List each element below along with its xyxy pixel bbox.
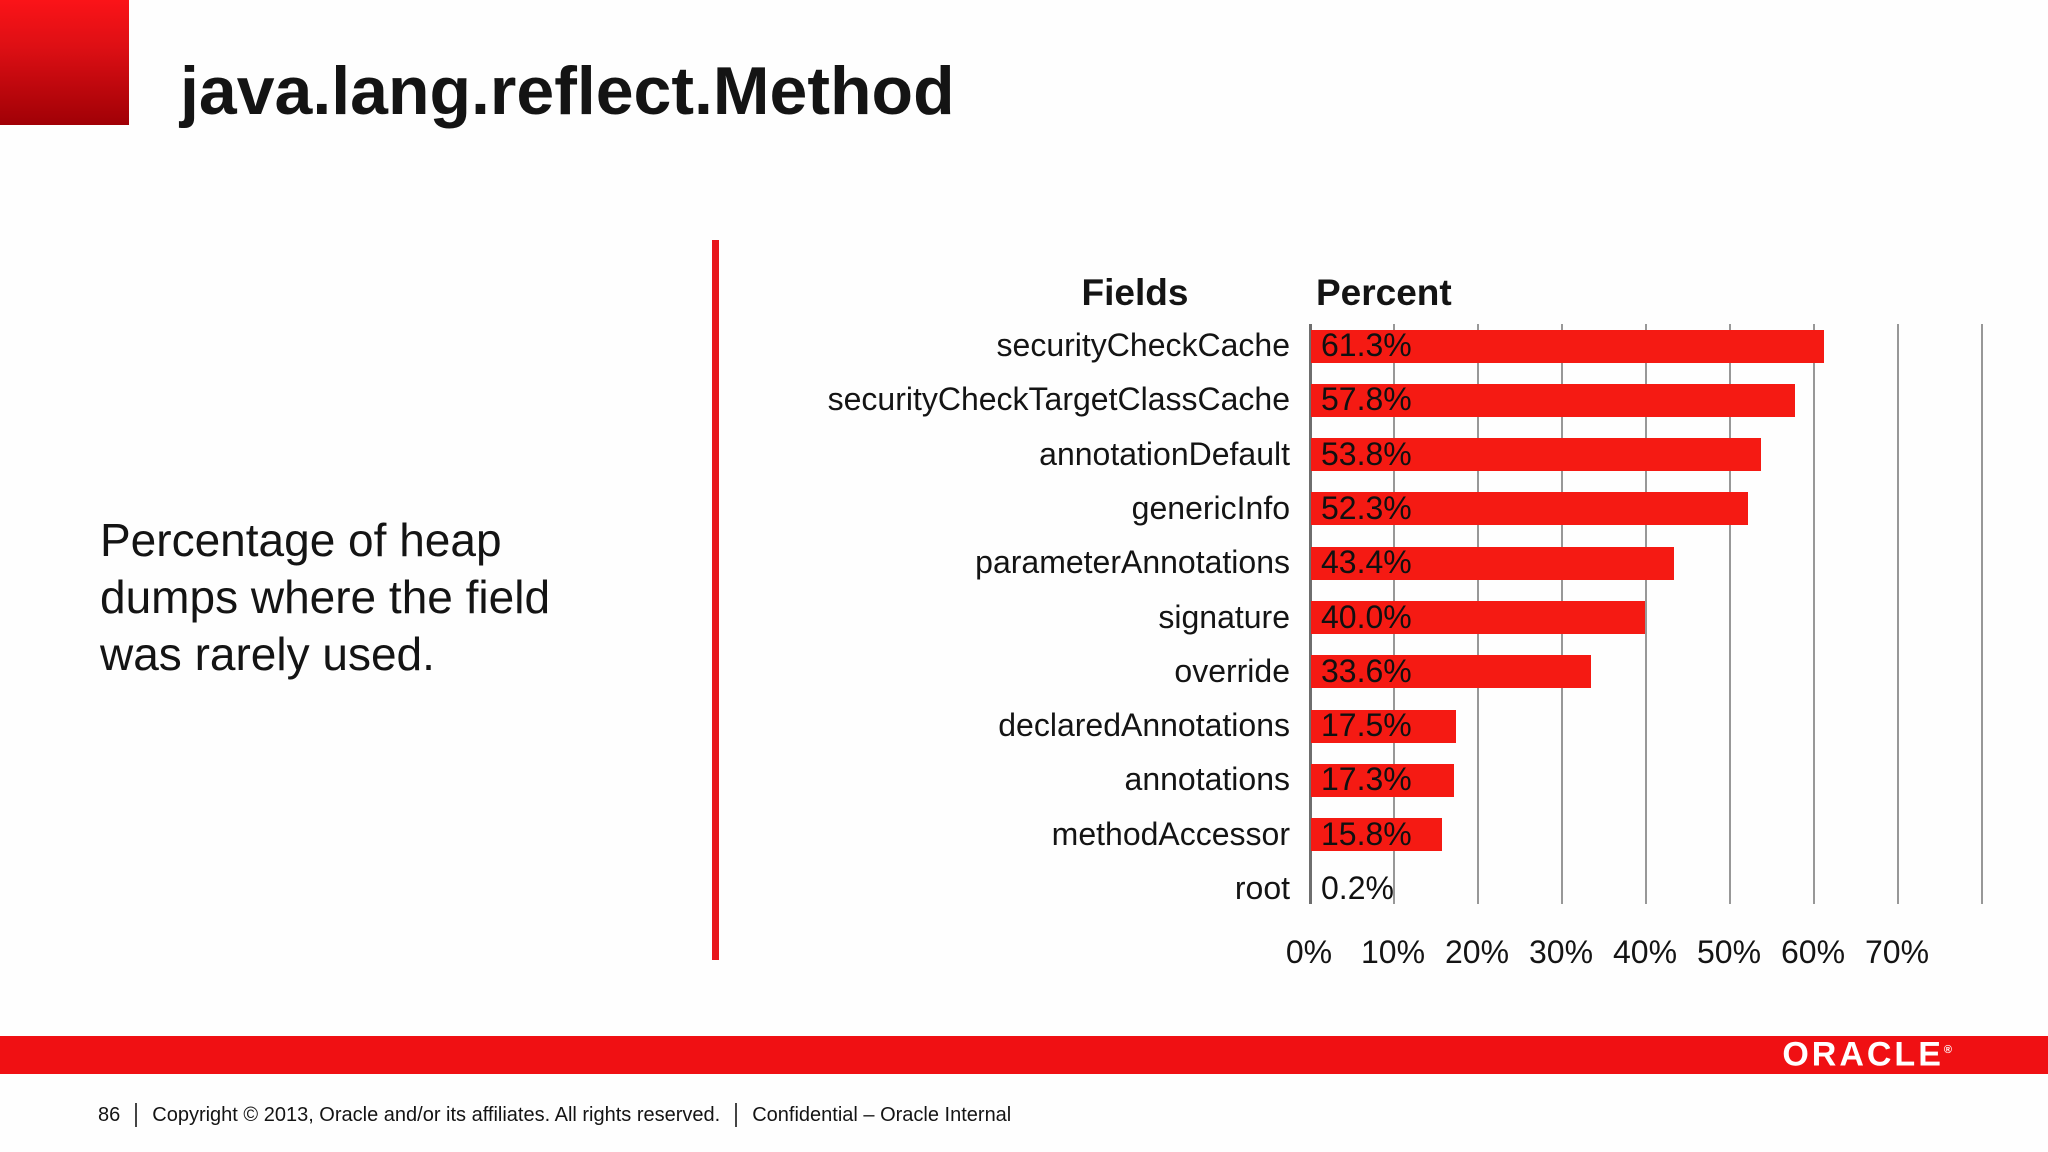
row-label: root xyxy=(1234,870,1290,906)
footer-divider-icon xyxy=(735,1103,738,1127)
description-line: Percentage of heap xyxy=(100,514,502,566)
x-tick-label: 60% xyxy=(1780,934,1846,970)
x-tick-label: 30% xyxy=(1528,934,1594,970)
vertical-divider-line xyxy=(712,240,719,960)
oracle-logo: ORACLE® xyxy=(1782,1036,1952,1075)
grid-line xyxy=(1981,324,1983,904)
column-header-fields: Fields xyxy=(1081,272,1189,313)
bar xyxy=(1311,601,1645,634)
footer-text: 86 Copyright © 2013, Oracle and/or its a… xyxy=(98,1100,1011,1130)
bar-value-label: 0.2% xyxy=(1321,870,1394,906)
bar-value-label: 61.3% xyxy=(1321,327,1412,363)
bar xyxy=(1311,709,1456,743)
bar xyxy=(1311,763,1455,797)
bar-value-label: 40.0% xyxy=(1321,598,1412,635)
footer-divider-icon xyxy=(135,1103,138,1127)
confidential-text: Confidential – Oracle Internal xyxy=(752,1103,1012,1126)
description-line: was rarely used. xyxy=(100,628,435,680)
footer-brand-bar: ORACLE® xyxy=(0,1036,2048,1074)
slide-title: java.lang.reflect.Method xyxy=(180,53,955,129)
x-tick-label: 10% xyxy=(1360,934,1426,970)
bar xyxy=(1311,546,1674,580)
row-label: securityCheckCache xyxy=(996,327,1290,363)
bar-value-label: 52.3% xyxy=(1321,489,1412,526)
row-label: declaredAnnotations xyxy=(998,707,1290,744)
x-tick-label: 20% xyxy=(1444,934,1510,970)
grid-line xyxy=(1897,324,1899,904)
description-line: dumps where the field xyxy=(100,571,551,623)
bar-value-label: 53.8% xyxy=(1321,435,1412,472)
column-header-percent: Percent xyxy=(1316,272,1452,313)
y-axis-line xyxy=(1309,324,1312,904)
oracle-wordmark: ORACLE xyxy=(1782,1035,1944,1074)
grid-line xyxy=(1813,324,1815,904)
bar-value-label: 57.8% xyxy=(1321,381,1412,418)
bar xyxy=(1311,818,1442,852)
row-label: genericInfo xyxy=(1131,489,1290,526)
bar xyxy=(1311,655,1592,689)
row-label: override xyxy=(1174,652,1290,689)
bar xyxy=(1311,383,1795,417)
row-label: annotations xyxy=(1124,761,1290,798)
grid-line xyxy=(1645,324,1647,904)
registered-mark-icon: ® xyxy=(1943,1044,1952,1057)
bar-value-label: 43.4% xyxy=(1321,544,1412,581)
x-tick-label: 40% xyxy=(1612,934,1678,970)
x-tick-label: 0% xyxy=(1285,934,1333,970)
bar-value-label: 15.8% xyxy=(1321,815,1412,852)
copyright-text: Copyright © 2013, Oracle and/or its affi… xyxy=(152,1103,721,1126)
bar-value-label: 33.6% xyxy=(1321,652,1412,689)
brand-corner-square xyxy=(0,0,129,125)
description-text: Percentage of heap dumps where the field… xyxy=(100,512,660,683)
row-label: annotationDefault xyxy=(1039,435,1290,472)
bar xyxy=(1311,329,1824,363)
bar-value-label: 17.3% xyxy=(1321,761,1412,798)
row-label: securityCheckTargetClassCache xyxy=(827,381,1290,418)
row-label: parameterAnnotations xyxy=(975,544,1290,581)
x-tick-label: 70% xyxy=(1864,934,1930,970)
bar-value-label: 17.5% xyxy=(1321,707,1412,744)
x-tick-label: 50% xyxy=(1696,934,1762,970)
grid-line xyxy=(1729,324,1731,904)
page-number: 86 xyxy=(98,1103,121,1126)
row-label: methodAccessor xyxy=(1051,815,1290,852)
row-label: signature xyxy=(1158,598,1290,635)
bar xyxy=(1311,438,1761,472)
bar xyxy=(1311,492,1749,526)
